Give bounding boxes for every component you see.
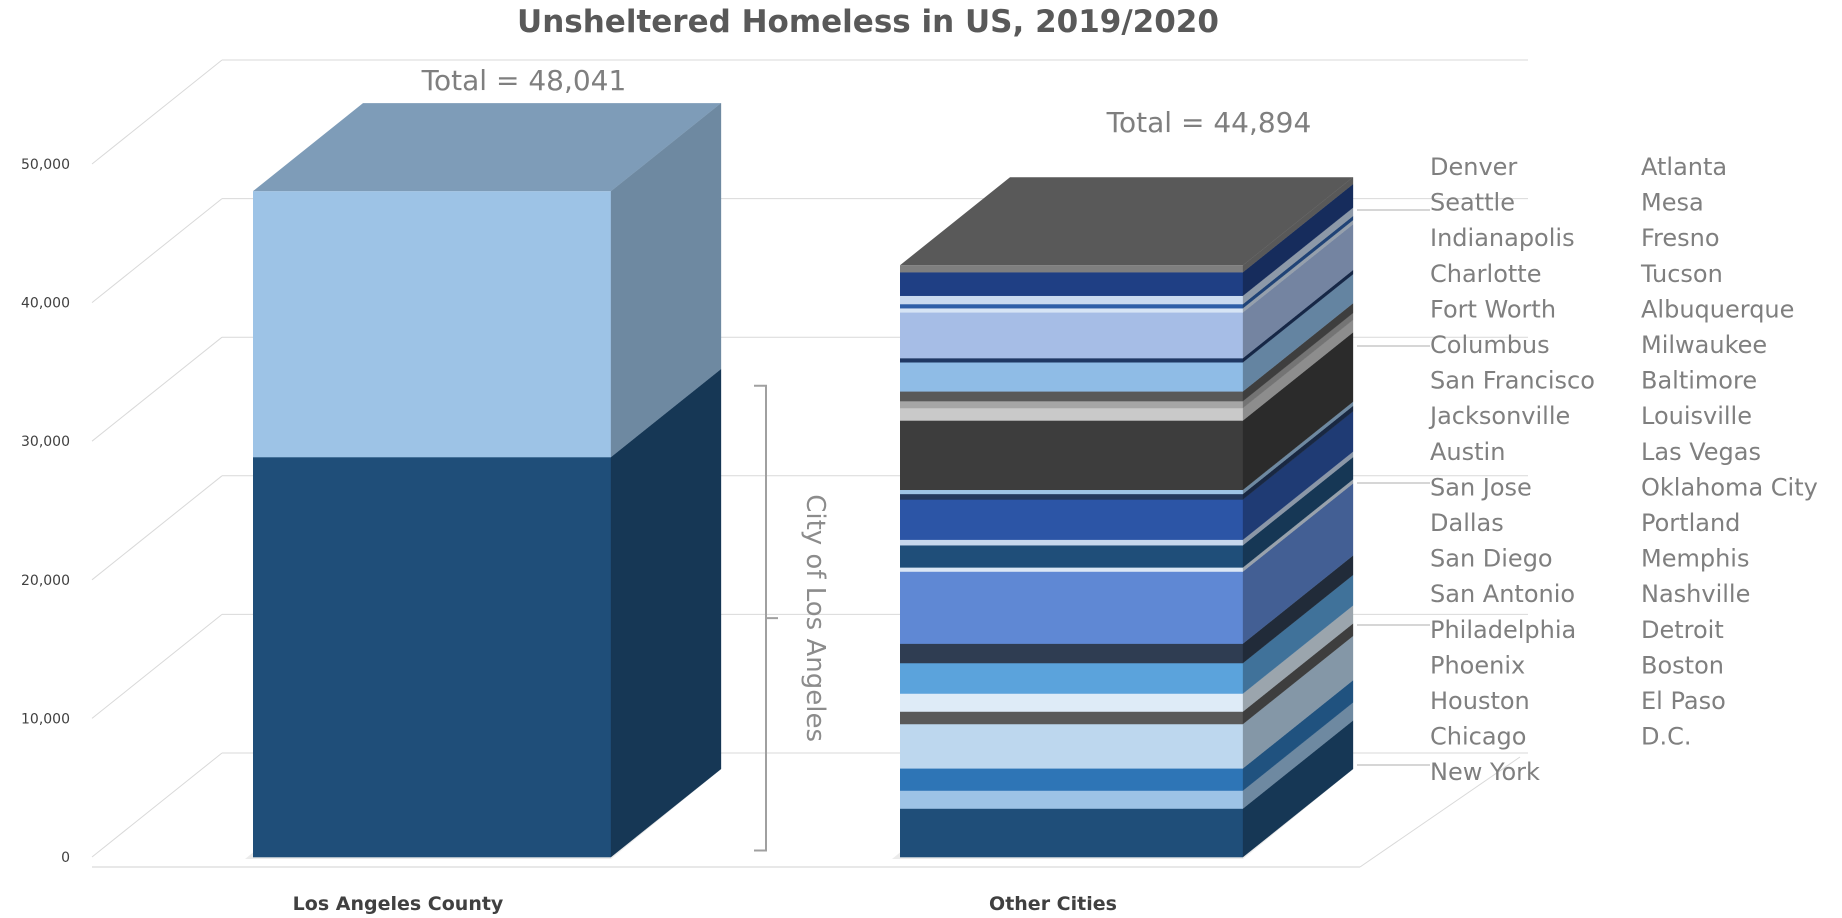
city-label: Albuquerque [1641,295,1794,323]
y-tick-label: 40,000 [21,296,70,312]
city-label: Phoenix [1430,651,1525,679]
gridline-diagonal [91,336,223,442]
gridline-diagonal [91,614,223,719]
y-tick-label: 30,000 [21,434,70,450]
city-label: Charlotte [1430,260,1541,288]
bar-other-cities-segment-front [900,571,1243,644]
bar-other-cities-segment-front [900,545,1243,568]
bar-other-cities-segment-front [900,643,1243,664]
bar-other-cities-segment-front [900,489,1243,495]
bar-other-cities-segment-front [900,539,1243,546]
bar-other-cities-segment-front [900,493,1243,500]
city-label: Oklahoma City [1641,473,1818,501]
category-label-other-cities: Other Cities [989,893,1117,915]
city-label: Chicago [1430,723,1526,751]
city-label: Jacksonville [1428,402,1570,430]
bar-other-cities-segment-front [900,567,1243,572]
bar-other-cities-segment-front [900,420,1243,491]
bar-other-cities-segment-front [900,312,1243,359]
city-label: Mesa [1641,189,1704,217]
y-axis: 0 10,000 20,000 30,000 40,000 50,000 [21,157,70,866]
city-label: San Francisco [1430,367,1595,395]
city-label: Baltimore [1641,367,1757,395]
total-label-la-county: Total = 48,041 [421,64,627,97]
y-tick-label: 50,000 [21,157,70,173]
bar-la-county-segment-front [253,457,611,858]
total-label-other-cities: Total = 44,894 [1106,106,1312,139]
bar-other-cities-segment-front [900,499,1243,540]
city-label: New York [1430,758,1540,786]
bars [245,102,1354,859]
floor-edge-side [1359,756,1521,868]
bar-other-cities-segment-front [900,407,1243,421]
city-label: Fort Worth [1430,295,1556,323]
y-tick-label: 0 [61,850,70,866]
bracket-label: City of Los Angeles [800,494,830,742]
y-tick-label: 20,000 [21,573,70,589]
bar-other-cities-segment-front [900,662,1243,694]
city-label: Houston [1430,687,1530,715]
gridline-diagonal [91,59,223,165]
bar-la-county-top-face [253,103,721,192]
city-label: San Jose [1430,473,1532,501]
city-label: Tucson [1640,260,1723,288]
city-label: Portland [1641,509,1740,537]
city-label: Detroit [1641,616,1724,644]
city-label: Boston [1641,651,1724,679]
city-label: Dallas [1430,509,1504,537]
bar-other-cities-segment-front [900,808,1243,858]
bar-la-county-segment-front [253,191,611,458]
bar-other-cities-segment-front [900,362,1243,392]
bar-other-cities-segment-front [900,768,1243,791]
bar-other-cities-segment-front [900,790,1243,809]
y-tick-label: 10,000 [21,711,70,727]
city-label: Atlanta [1641,153,1727,181]
bar-other-cities-segment-front [900,358,1243,363]
city-label: Milwaukee [1641,331,1767,359]
city-label: El Paso [1641,687,1726,715]
bar-other-cities-segment-front [900,265,1243,273]
gridline-diagonal [91,752,223,858]
city-label: Fresno [1641,224,1720,252]
chart-title: Unsheltered Homeless in US, 2019/2020 [517,4,1219,40]
bar-other-cities-segment-front [900,711,1243,725]
bar-other-cities-top-face [900,177,1353,266]
bracket-line [754,384,778,852]
bar-other-cities-segment-front [900,303,1243,309]
bar-other-cities-segment-front [900,272,1243,296]
bar-other-cities-segment-front [900,295,1243,305]
bar-other-cities-segment-front [900,723,1243,769]
city-label: Memphis [1641,545,1749,573]
gridline-diagonal [91,198,223,303]
bar-other-cities-segment-front [900,401,1243,409]
gridline-diagonal [91,475,223,581]
city-label: San Diego [1430,545,1553,573]
city-label: Seattle [1430,189,1515,217]
city-label: Austin [1430,438,1505,466]
city-label: Indianapolis [1430,224,1575,252]
city-label: Nashville [1641,580,1750,608]
bar-other-cities-segment-front [900,308,1243,313]
category-label-la-county: Los Angeles County [293,893,504,915]
bar-other-cities-segment-front [900,391,1243,402]
city-label: Philadelphia [1430,616,1576,644]
city-label: Columbus [1430,331,1550,359]
city-label: Denver [1430,153,1517,181]
city-list: Denver Seattle Indianapolis Charlotte Fort W… [1357,153,1818,786]
city-label: Louisville [1641,402,1752,430]
bar-other-cities-segment-front [900,693,1243,712]
city-label: San Antonio [1430,580,1575,608]
chart-floor [92,756,1521,868]
city-label: D.C. [1641,723,1692,751]
city-of-la-bracket [754,384,778,852]
city-label: Las Vegas [1641,438,1761,466]
